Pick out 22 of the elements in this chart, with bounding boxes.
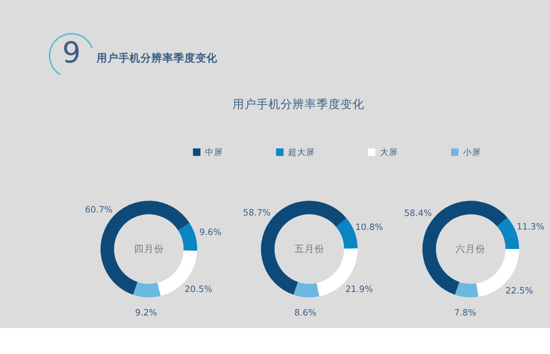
data-label: 21.9% <box>345 284 373 295</box>
legend-label: 超大屏 <box>288 147 316 158</box>
data-label: 9.6% <box>199 228 222 238</box>
data-label: 20.5% <box>184 285 212 296</box>
data-label: 10.8% <box>355 222 383 233</box>
text: 9 <box>62 36 81 70</box>
slice-label: 六月份 <box>456 242 486 255</box>
data-label: 58.7% <box>243 208 271 219</box>
text: 用户手机分辨率季度变化 <box>96 52 219 65</box>
data-label: 60.7% <box>84 205 113 216</box>
legend-label: 小屏 <box>463 147 482 158</box>
data-label: 8.6% <box>294 308 316 319</box>
data-label: 7.8% <box>454 308 476 319</box>
data-label: 11.3% <box>516 222 544 233</box>
slice-label: 五月份 <box>294 244 324 255</box>
text: 用户手机分辨率季度变化 <box>232 96 365 111</box>
data-label: 22.5% <box>506 286 534 296</box>
data-label: 9.2% <box>135 308 158 319</box>
legend-label: 大屏 <box>380 147 398 158</box>
slice-label: 四月份 <box>134 244 164 255</box>
legend-label: 中屏 <box>204 147 223 158</box>
data-label: 58.4% <box>404 209 432 220</box>
